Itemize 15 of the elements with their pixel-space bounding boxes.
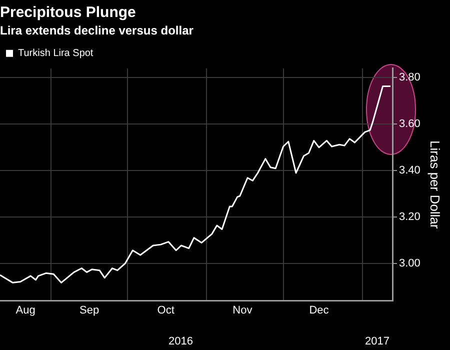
chart-subtitle: Lira extends decline versus dollar [0,24,194,38]
text: 2017 [365,336,390,348]
x-tick-label: Aug [16,304,36,316]
y-axis-title: Liras per Dollar [428,140,443,230]
y-tick-label: 3.00 [398,258,420,270]
chart-title: Precipitous Plunge [0,4,136,22]
y-tick-label: 3.60 [398,118,420,130]
x-tick-label: Oct [157,304,174,316]
y-tick-label: 3.40 [398,164,420,177]
y-tick-label: 3.20 [398,211,420,224]
x-tick-label: Nov [232,304,253,316]
text: 2016 [168,336,194,348]
x-tick-label: Dec [309,304,330,316]
legend-label: Turkish Lira Spot [18,48,94,60]
x-tick-label: Sep [80,304,100,316]
